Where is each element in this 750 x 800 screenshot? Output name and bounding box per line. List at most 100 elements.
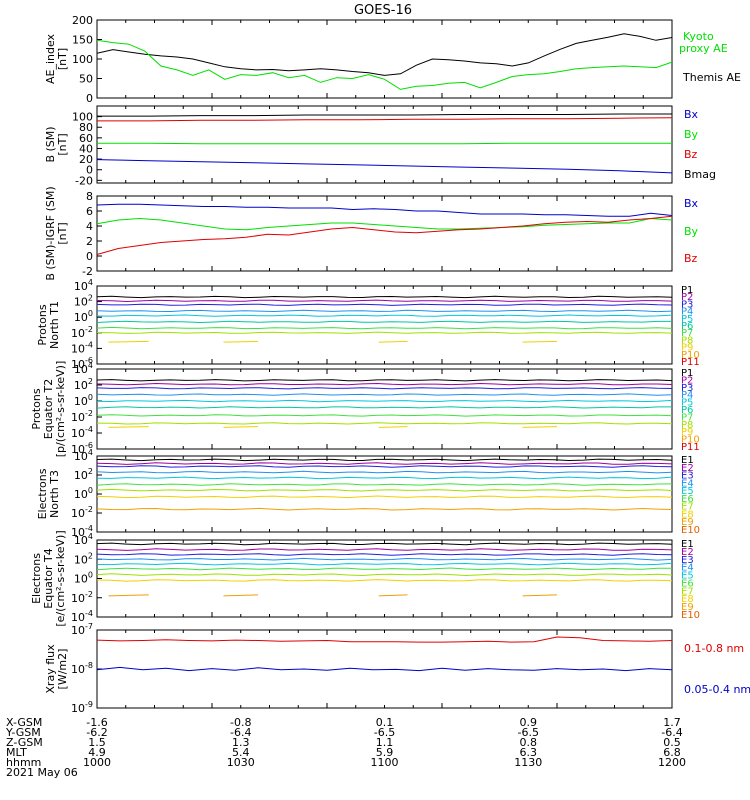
series-line (96, 295, 673, 299)
series-line (96, 542, 673, 546)
y-tick-label: -2 (82, 265, 93, 278)
channel-label: E3 (681, 555, 694, 566)
series-line (96, 573, 673, 577)
series-line (96, 39, 673, 90)
y-axis-label: Electrons Equator T4 [e/(cm²-s-sr-keV)] (30, 530, 67, 626)
series-line (96, 299, 673, 303)
series-line (97, 113, 672, 117)
y-tick-label: 100 (74, 571, 93, 586)
series-line (96, 476, 673, 480)
series-line (96, 314, 673, 317)
series-line (97, 142, 672, 145)
y-tick-exponent: 2 (88, 467, 93, 476)
channel-label: E10 (681, 610, 700, 621)
footer-value: 1200 (658, 756, 686, 769)
y-axis-label: B (SM) [nT] (44, 126, 69, 162)
legend-entry: Themis AE (682, 71, 741, 84)
series-line (96, 557, 673, 561)
y-tick-label: -20 (75, 174, 93, 187)
y-tick-label: 104 (74, 278, 93, 293)
legend-entry: Bmag (684, 168, 716, 181)
y-tick-label: 0 (86, 92, 93, 105)
y-tick-exponent: 4 (88, 361, 93, 370)
panel-frame (96, 285, 673, 365)
footer-value: 1.1 (376, 736, 394, 749)
channel-label: P4 (681, 307, 693, 318)
footer-value: 0.9 (520, 716, 538, 729)
y-tick-exponent: 2 (88, 377, 93, 386)
footer-value: -6.2 (86, 726, 107, 739)
series-line (522, 594, 558, 597)
y-axis-label-line: [W/m2] (56, 649, 69, 690)
footer-value: 5.4 (232, 746, 250, 759)
legend-entry: 0.1-0.8 nm (684, 642, 744, 655)
y-tick-label: 100 (72, 53, 93, 66)
series-line (223, 594, 259, 597)
channel-label: E4 (681, 563, 694, 574)
panel-frame (96, 19, 673, 99)
channel-label: E3 (681, 471, 694, 482)
series-line (223, 426, 259, 428)
series-line (96, 406, 672, 409)
footer-value: 1100 (371, 756, 399, 769)
y-tick-label: 200 (72, 14, 93, 27)
footer-value: -0.8 (230, 716, 251, 729)
footer-value: -6.5 (374, 726, 395, 739)
series-line (96, 495, 673, 499)
series-line (96, 309, 673, 313)
series-line (96, 159, 673, 174)
y-axis-label-line: North T3 (48, 470, 61, 518)
y-tick-label: 0 (86, 250, 93, 263)
y-tick-label: 104 (74, 361, 93, 376)
y-tick-exponent: 2 (88, 294, 93, 303)
panel-frame (96, 368, 673, 450)
y-axis-label: B (SM)-IGRF (SM) [nT] (44, 186, 69, 280)
series-line (96, 562, 673, 566)
y-tick-exponent: -2 (85, 505, 93, 514)
series-line (96, 393, 673, 396)
footer-value: 1.5 (88, 736, 106, 749)
channel-label: E8 (681, 594, 694, 605)
y-tick-exponent: 0 (88, 309, 93, 318)
y-tick-exponent: -4 (85, 524, 93, 533)
panel-frame (96, 105, 673, 184)
series-line (108, 426, 149, 428)
y-tick-label: 10-8 (71, 661, 93, 676)
series-line (522, 340, 558, 343)
footer-value: 1.7 (663, 716, 681, 729)
y-tick-label: 100 (74, 393, 93, 408)
series-line (96, 387, 673, 390)
channel-label: E5 (681, 486, 694, 497)
y-tick-label: 10-7 (71, 622, 93, 637)
y-tick-label: 100 (72, 111, 93, 124)
series-line (96, 462, 673, 465)
series-line (522, 426, 558, 428)
y-tick-exponent: 0 (88, 571, 93, 580)
channel-label: E8 (681, 509, 694, 520)
y-tick-exponent: -2 (85, 590, 93, 599)
series-line (96, 465, 673, 468)
channel-label: P7 (681, 412, 693, 423)
channel-label: E9 (681, 517, 694, 528)
legend-entry: Kyoto (683, 30, 714, 43)
y-tick-exponent: -8 (85, 661, 93, 670)
channel-label: P6 (681, 321, 693, 332)
y-axis-label-line: Electrons (30, 553, 43, 604)
series-line (96, 458, 673, 462)
y-tick-label: 10-4 (71, 340, 93, 355)
legend-entry: proxy AE (679, 42, 728, 55)
channel-label: P9 (681, 427, 693, 438)
y-axis-label-line: [nT] (56, 133, 69, 155)
panel-frame (96, 539, 673, 618)
y-tick-exponent: -6 (85, 441, 93, 450)
y-axis-label-line: [nT] (56, 222, 69, 244)
channel-label: E2 (681, 463, 694, 474)
y-tick-label: 150 (72, 34, 93, 47)
series-line (378, 340, 408, 343)
y-tick-label: 4 (86, 220, 93, 233)
channel-label: P4 (681, 390, 693, 401)
